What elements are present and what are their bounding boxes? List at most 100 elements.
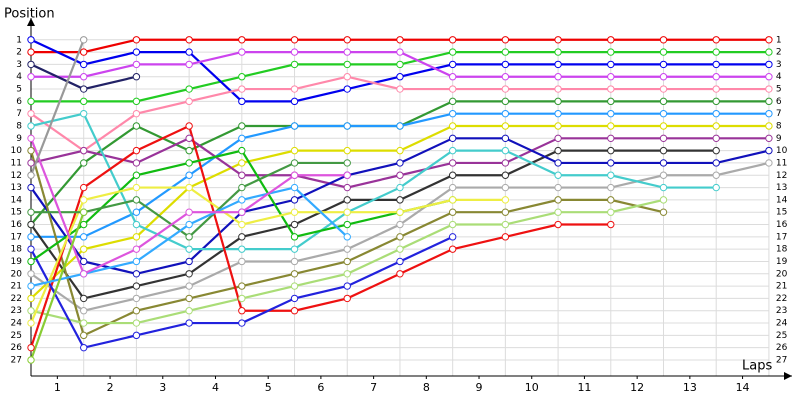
position-marker bbox=[238, 319, 246, 327]
position-marker bbox=[607, 122, 615, 130]
position-marker bbox=[80, 97, 88, 106]
x-tick-label: 6 bbox=[317, 381, 324, 394]
x-tick-label: 2 bbox=[107, 381, 114, 394]
position-marker bbox=[27, 307, 35, 315]
position-marker bbox=[27, 109, 35, 118]
position-marker bbox=[27, 36, 35, 44]
position-marker bbox=[396, 73, 404, 81]
position-marker bbox=[132, 331, 141, 340]
y-tick-label-right: 23 bbox=[776, 306, 787, 316]
position-marker bbox=[132, 97, 141, 106]
position-marker bbox=[765, 48, 773, 56]
position-marker bbox=[80, 245, 88, 253]
position-marker bbox=[185, 208, 193, 216]
position-marker bbox=[448, 60, 457, 69]
y-axis-label: Position bbox=[4, 7, 55, 22]
x-tick-label: 13 bbox=[683, 381, 697, 394]
y-tick-label: 9 bbox=[16, 134, 22, 144]
position-marker bbox=[185, 257, 193, 266]
position-marker bbox=[396, 257, 404, 266]
position-marker bbox=[80, 307, 88, 315]
position-marker bbox=[132, 319, 141, 327]
position-marker bbox=[290, 183, 299, 192]
position-marker bbox=[396, 245, 404, 253]
position-marker bbox=[554, 109, 562, 118]
y-tick-label: 13 bbox=[11, 183, 22, 193]
y-tick-label-right: 22 bbox=[776, 294, 787, 304]
position-marker bbox=[132, 60, 141, 69]
y-tick-label: 17 bbox=[11, 232, 22, 242]
position-marker bbox=[290, 245, 299, 253]
position-marker bbox=[238, 208, 246, 216]
y-tick-label: 4 bbox=[16, 72, 22, 82]
position-line bbox=[29, 186, 506, 324]
position-marker bbox=[27, 270, 35, 278]
position-marker bbox=[238, 196, 246, 204]
position-marker bbox=[80, 85, 88, 93]
position-marker bbox=[27, 233, 35, 241]
y-tick-label: 20 bbox=[11, 269, 23, 279]
position-marker bbox=[80, 48, 88, 56]
position-marker bbox=[765, 122, 773, 130]
position-marker bbox=[80, 257, 88, 266]
position-marker bbox=[343, 183, 351, 192]
position-marker bbox=[185, 60, 193, 69]
position-marker bbox=[712, 183, 720, 192]
position-marker bbox=[554, 159, 562, 167]
y-tick-label: 6 bbox=[16, 97, 22, 107]
position-marker bbox=[290, 85, 299, 93]
position-marker bbox=[659, 183, 668, 192]
position-marker bbox=[343, 48, 351, 56]
position-marker bbox=[27, 60, 35, 69]
position-marker bbox=[290, 208, 299, 216]
y-tick-label: 21 bbox=[11, 282, 22, 292]
position-marker bbox=[765, 36, 773, 44]
position-marker bbox=[343, 233, 351, 241]
position-marker bbox=[290, 60, 299, 69]
position-marker bbox=[27, 146, 35, 155]
position-marker bbox=[238, 134, 246, 143]
position-marker bbox=[501, 183, 510, 192]
position-marker bbox=[185, 146, 193, 155]
position-marker bbox=[290, 146, 299, 155]
position-marker bbox=[290, 233, 299, 241]
position-marker bbox=[396, 270, 404, 278]
y-tick-label-right: 6 bbox=[776, 97, 782, 107]
position-marker bbox=[712, 97, 720, 106]
position-marker bbox=[659, 48, 668, 56]
position-marker bbox=[659, 159, 668, 167]
position-marker bbox=[343, 196, 351, 204]
x-tick-label: 11 bbox=[577, 381, 591, 394]
position-marker bbox=[501, 36, 510, 44]
position-marker bbox=[80, 159, 88, 167]
position-marker bbox=[290, 196, 299, 204]
position-marker bbox=[554, 48, 562, 56]
position-marker bbox=[238, 220, 246, 229]
position-marker bbox=[185, 233, 193, 241]
y-tick-label-right: 19 bbox=[776, 257, 788, 267]
x-tick-label: 14 bbox=[736, 381, 750, 394]
position-marker bbox=[448, 159, 457, 167]
position-marker bbox=[501, 122, 510, 130]
position-marker bbox=[712, 36, 720, 44]
position-marker bbox=[607, 73, 615, 81]
position-marker bbox=[554, 208, 562, 216]
position-marker bbox=[185, 171, 193, 179]
position-marker bbox=[448, 245, 457, 253]
position-marker bbox=[343, 171, 351, 179]
position-marker bbox=[185, 319, 193, 327]
x-axis-label: Laps bbox=[742, 359, 772, 374]
position-marker bbox=[607, 146, 615, 155]
position-marker bbox=[132, 307, 141, 315]
position-marker bbox=[80, 109, 88, 118]
position-marker bbox=[659, 60, 668, 69]
position-marker bbox=[712, 85, 720, 93]
y-tick-label: 5 bbox=[16, 85, 22, 95]
y-tick-label: 18 bbox=[11, 245, 23, 255]
position-marker bbox=[396, 85, 404, 93]
position-marker bbox=[238, 294, 246, 303]
position-marker bbox=[448, 73, 457, 81]
position-marker bbox=[238, 122, 246, 130]
position-marker bbox=[501, 233, 510, 241]
